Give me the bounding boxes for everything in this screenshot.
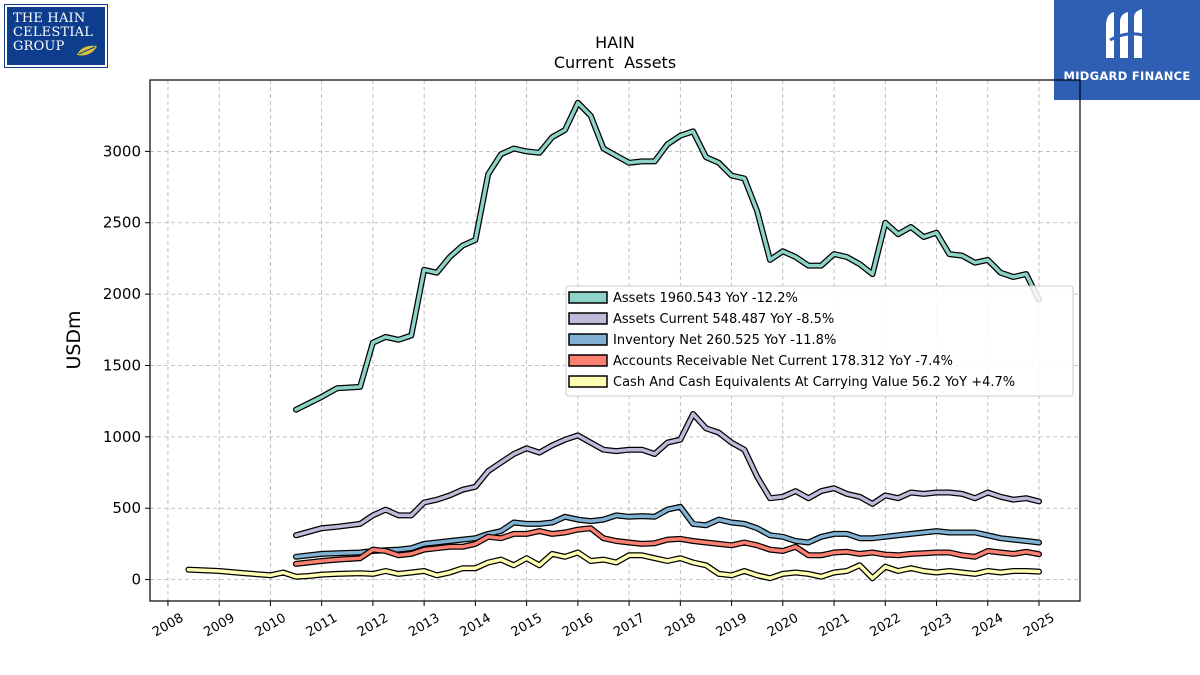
y-tick-label: 2500 <box>103 214 141 232</box>
legend-label: Inventory Net 260.525 YoY -11.8% <box>613 333 836 348</box>
y-tick-label: 0 <box>131 571 141 589</box>
legend-swatch <box>568 312 608 325</box>
legend-item: Inventory Net 260.525 YoY -11.8% <box>568 333 836 348</box>
logo-line-2: CELESTIAL <box>13 25 94 40</box>
y-tick-label: 2000 <box>103 285 141 303</box>
legend-swatch <box>568 354 608 367</box>
x-tick-label: 2016 <box>560 611 596 641</box>
series-line <box>186 550 1041 580</box>
legend-item: Assets 1960.543 YoY -12.2% <box>568 291 798 306</box>
midgard-brand-text: MIDGARD FINANCE <box>1063 69 1191 83</box>
legend-item: Assets Current 548.487 YoY -8.5% <box>568 312 834 327</box>
legend-swatch <box>568 291 608 304</box>
legend-label: Assets 1960.543 YoY -12.2% <box>613 291 798 306</box>
x-tick-label: 2012 <box>355 611 391 641</box>
x-tick-label: 2010 <box>253 611 289 641</box>
x-tick-label: 2017 <box>611 611 647 641</box>
legend-box <box>565 285 1074 397</box>
series-4 <box>185 549 1042 582</box>
legend-label: Assets Current 548.487 YoY -8.5% <box>613 312 834 327</box>
leaf-icon <box>77 45 97 56</box>
y-ticks: 0 500 1000 1500 2000 2500 3000 <box>103 142 150 589</box>
x-tick-label: 2024 <box>970 611 1006 641</box>
x-tick-label: 2015 <box>509 611 545 641</box>
legend-item: Cash And Cash Equivalents At Carrying Va… <box>568 375 1015 390</box>
x-tick-label: 2023 <box>919 611 955 641</box>
series-layer <box>185 99 1042 582</box>
x-tick-label: 2011 <box>304 611 340 641</box>
series-line <box>294 412 1041 538</box>
hain-celestial-logo: THE HAIN CELESTIAL GROUP <box>5 5 107 67</box>
legend-label: Accounts Receivable Net Current 178.312 … <box>613 354 953 369</box>
series-3 <box>293 525 1042 567</box>
x-tick-label: 2018 <box>663 611 699 641</box>
x-tick-label: 2008 <box>150 611 186 641</box>
legend-item: Accounts Receivable Net Current 178.312 … <box>568 354 953 369</box>
legend-label: Cash And Cash Equivalents At Carrying Va… <box>613 375 1015 390</box>
x-tick-label: 2020 <box>765 611 801 641</box>
series-1 <box>293 411 1042 539</box>
x-tick-label: 2013 <box>406 611 442 641</box>
series-line <box>294 526 1041 566</box>
x-tick-label: 2021 <box>816 611 852 641</box>
y-tick-label: 1000 <box>103 428 141 446</box>
chart-title: HAIN <box>595 33 635 52</box>
x-tick-label: 2022 <box>867 611 903 641</box>
axes-frame <box>149 79 1081 602</box>
series-2 <box>293 503 1042 560</box>
y-tick-label: 500 <box>112 499 141 517</box>
logo-line-3: GROUP <box>13 39 65 54</box>
y-tick-label: 3000 <box>103 142 141 160</box>
chart-subtitle: Current Assets <box>554 53 676 72</box>
midgard-mark-icon <box>1106 9 1147 58</box>
x-tick-label: 2014 <box>458 611 494 641</box>
x-tick-label: 2009 <box>201 611 237 641</box>
x-ticks: 2008 2009 2010 2011 2012 2013 2014 2015 2016 2017… <box>150 601 1057 640</box>
y-axis-label: USDm <box>63 310 85 369</box>
series-line <box>294 101 1041 412</box>
legend-swatch <box>568 375 608 388</box>
legend: Assets 1960.543 YoY -12.2% Assets Current… <box>565 285 1074 397</box>
y-tick-label: 1500 <box>103 356 141 374</box>
x-tick-label: 2019 <box>714 611 750 641</box>
x-tick-label: 2025 <box>1021 611 1057 641</box>
series-0 <box>293 99 1042 413</box>
logo-line-1: THE HAIN <box>13 11 86 26</box>
series-line <box>294 505 1041 559</box>
midgard-finance-logo: MIDGARD FINANCE <box>1054 0 1200 100</box>
legend-swatch <box>568 333 608 346</box>
